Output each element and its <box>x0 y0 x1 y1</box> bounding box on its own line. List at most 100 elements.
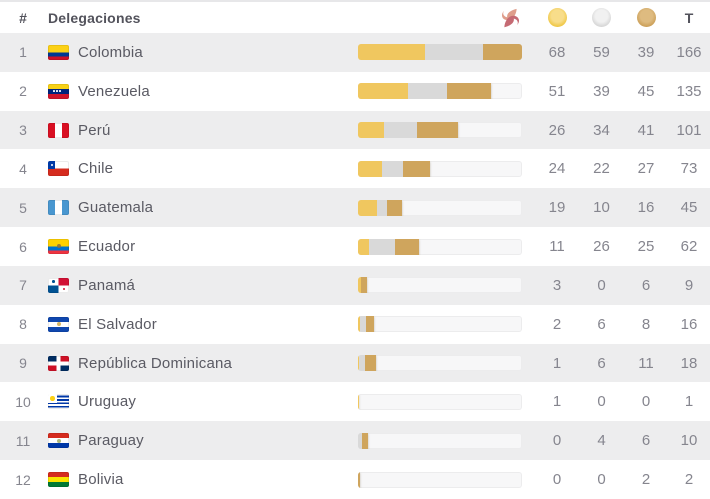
total-count: 10 <box>680 432 698 450</box>
medal-bar-fill <box>358 44 522 61</box>
country-name: Uruguay <box>78 393 137 411</box>
gold-count: 11 <box>549 238 565 256</box>
gold-bar-segment <box>358 277 361 294</box>
total-count: 2 <box>684 471 694 489</box>
rank-value: 10 <box>15 393 31 410</box>
delegation-row[interactable]: 10 Uruguay 1 0 0 1 <box>0 382 710 422</box>
silver-count: 4 <box>597 432 606 450</box>
medal-bar-track <box>358 316 522 333</box>
silver-count: 10 <box>593 199 610 217</box>
rank-value: 9 <box>19 355 27 372</box>
rank-value: 12 <box>15 471 31 488</box>
country-name: Ecuador <box>78 238 136 256</box>
medal-bar-fill <box>358 277 367 294</box>
total-count: 16 <box>680 315 698 333</box>
bronze-bar-segment <box>361 432 368 449</box>
delegation-row[interactable]: 12 Bolivia 0 0 2 2 <box>0 460 710 499</box>
bronze-bar-segment <box>386 199 403 216</box>
bronze-bar-segment <box>365 316 374 333</box>
silver-count: 0 <box>597 471 606 489</box>
delegation-row[interactable]: 2 Venezuela 51 39 45 135 <box>0 71 710 111</box>
flag-republica-dominicana-icon <box>48 355 69 371</box>
gold-count: 68 <box>548 43 566 61</box>
silver-bar-segment <box>376 199 387 216</box>
bronze-count: 2 <box>641 471 651 489</box>
medal-bar-track <box>358 238 522 255</box>
rank-value: 7 <box>19 277 27 294</box>
flag-colombia-icon <box>48 44 69 60</box>
gold-count: 24 <box>548 160 566 178</box>
rank-value: 1 <box>19 44 27 61</box>
delegation-row[interactable]: 7 Panamá 3 0 6 9 <box>0 265 710 305</box>
bronze-bar-segment <box>417 122 458 139</box>
total-count: 135 <box>676 82 702 100</box>
total-count: 62 <box>680 238 698 256</box>
delegation-row[interactable]: 11 Paraguay 0 4 6 10 <box>0 421 710 461</box>
country-name: Panamá <box>78 276 136 294</box>
bronze-count: 0 <box>641 393 651 411</box>
medal-bar-track <box>358 199 522 216</box>
gold-count: 26 <box>548 121 566 139</box>
bronze-count: 16 <box>637 199 655 217</box>
delegation-row[interactable]: 6 Ecuador 11 26 25 62 <box>0 227 710 266</box>
total-count: 1 <box>684 393 694 411</box>
silver-count: 22 <box>593 160 610 178</box>
flag-ecuador-icon <box>48 239 69 255</box>
gold-bar-segment <box>358 83 409 100</box>
delegation-row[interactable]: 5 Guatemala 19 10 16 45 <box>0 188 710 228</box>
medal-bar-fill <box>358 238 420 255</box>
gold-bar-segment <box>358 199 377 216</box>
bronze-medal-icon <box>636 8 656 27</box>
gold-count: 2 <box>552 315 562 333</box>
medal-bar-fill <box>358 355 376 372</box>
medal-bar-track <box>358 432 522 449</box>
total-count: 166 <box>676 43 702 61</box>
delegation-row[interactable]: 1 Colombia 68 59 39 166 <box>0 33 710 72</box>
gold-bar-segment <box>358 238 369 255</box>
gold-bar-segment <box>358 316 360 333</box>
delegation-row[interactable]: 4 Chile 24 22 27 73 <box>0 149 710 189</box>
country-name: Perú <box>78 121 111 139</box>
total-column-header: T <box>684 9 694 26</box>
bronze-bar-segment <box>364 355 376 372</box>
bronze-bar-segment <box>403 160 431 177</box>
bronze-count: 11 <box>638 354 654 372</box>
delegation-row[interactable]: 9 República Dominicana 1 6 11 18 <box>0 343 710 383</box>
bronze-count: 45 <box>637 82 655 100</box>
medal-bar-fill <box>358 160 431 177</box>
delegations-column-header: Delegaciones <box>48 9 141 26</box>
event-logo-icon <box>500 7 521 29</box>
medal-bar-fill <box>358 122 458 139</box>
gold-count: 1 <box>552 354 562 372</box>
flag-guatemala-icon <box>48 200 69 216</box>
bronze-bar-segment <box>394 238 420 255</box>
medal-bar-track <box>358 277 522 294</box>
medal-bar-fill <box>358 83 492 100</box>
medal-bar-track <box>358 44 522 61</box>
flag-paraguay-icon <box>48 433 69 449</box>
gold-bar-segment <box>358 355 359 372</box>
gold-count: 1 <box>552 393 562 411</box>
silver-bar-segment <box>368 238 395 255</box>
delegation-row[interactable]: 8 El Salvador 2 6 8 16 <box>0 304 710 344</box>
delegation-row[interactable]: 3 Perú 26 34 41 101 <box>0 110 710 150</box>
silver-count: 0 <box>597 393 606 411</box>
gold-bar-segment <box>358 393 359 410</box>
country-name: Chile <box>78 160 114 178</box>
medal-bar-track <box>358 160 522 177</box>
country-name: Paraguay <box>78 432 144 450</box>
medal-bar-track <box>358 355 522 372</box>
medal-bar-track <box>358 122 522 139</box>
country-name: Bolivia <box>78 471 124 489</box>
rank-column-header: # <box>19 9 27 26</box>
country-name: Venezuela <box>78 82 150 100</box>
flag-chile-icon <box>48 161 69 177</box>
medal-bar-fill <box>358 432 368 449</box>
silver-count: 39 <box>593 82 610 100</box>
medal-table-body: 1 Colombia 68 59 39 166 2 Venezuela <box>0 33 710 499</box>
rank-value: 3 <box>19 122 27 139</box>
silver-bar-segment <box>381 160 404 177</box>
silver-bar-segment <box>358 355 365 372</box>
country-name: Colombia <box>78 43 143 61</box>
